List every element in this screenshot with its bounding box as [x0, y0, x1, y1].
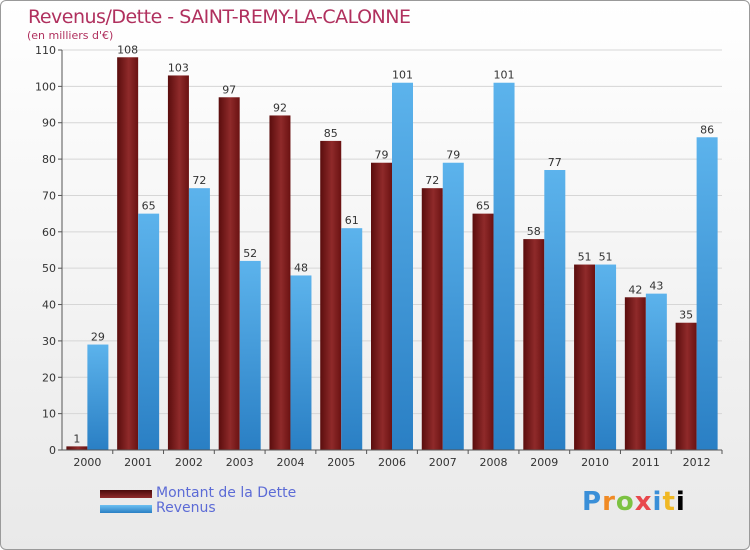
- bar-debt-2010: [574, 264, 596, 450]
- legend-label-revenus: Revenus: [156, 500, 216, 516]
- bar-debt-2001: [117, 57, 139, 450]
- data-label-revenus-2001: 65: [142, 200, 156, 213]
- x-tick-label-2007: 2007: [429, 456, 457, 469]
- y-tick-label-20: 20: [42, 371, 56, 384]
- bar-debt-2011: [624, 297, 646, 450]
- chart-subtitle: (en milliers d'€): [27, 29, 114, 42]
- data-label-debt-2002: 103: [168, 61, 189, 74]
- y-tick-label-110: 110: [35, 44, 56, 57]
- x-tick-label-2000: 2000: [73, 456, 101, 469]
- data-label-debt-2011: 42: [628, 283, 642, 296]
- data-label-debt-2006: 79: [375, 149, 389, 162]
- data-label-revenus-2010: 51: [599, 251, 613, 264]
- bar-revenus-2012: [696, 137, 718, 451]
- y-tick-label-60: 60: [42, 226, 56, 239]
- bar-revenus-2009: [544, 170, 566, 450]
- proxiti-logo: Proxiti: [582, 487, 686, 517]
- data-label-debt-2009: 58: [527, 225, 541, 238]
- data-label-debt-2001: 108: [117, 43, 138, 56]
- bar-revenus-2006: [392, 82, 413, 451]
- legend-item-debt: Montant de la Dette: [100, 486, 296, 501]
- bar-revenus-2004: [290, 275, 312, 450]
- y-tick-label-40: 40: [42, 299, 56, 312]
- data-label-revenus-2008: 101: [494, 69, 515, 82]
- bar-debt-2005: [320, 140, 342, 450]
- data-label-revenus-2012: 86: [700, 123, 714, 136]
- x-tick-label-2003: 2003: [226, 456, 254, 469]
- x-tick-label-2010: 2010: [581, 456, 609, 469]
- x-tick-label-2009: 2009: [530, 456, 558, 469]
- legend-swatch-revenus: [100, 504, 152, 513]
- bar-revenus-2010: [595, 264, 617, 450]
- x-tick-label-2012: 2012: [683, 456, 711, 469]
- data-label-revenus-2009: 77: [548, 156, 562, 169]
- bar-revenus-2001: [138, 213, 160, 450]
- x-tick-label-2004: 2004: [276, 456, 304, 469]
- y-tick-label-0: 0: [49, 444, 56, 457]
- x-tick-label-2001: 2001: [124, 456, 152, 469]
- data-label-revenus-2006: 101: [392, 69, 413, 82]
- data-label-debt-2005: 85: [324, 127, 338, 140]
- y-tick-label-100: 100: [35, 80, 56, 93]
- y-tick-label-80: 80: [42, 153, 56, 166]
- y-tick-label-50: 50: [42, 262, 56, 275]
- data-label-revenus-2002: 72: [192, 174, 206, 187]
- data-label-debt-2004: 92: [273, 101, 287, 114]
- bar-debt-2004: [269, 115, 291, 451]
- legend-swatch-debt: [100, 489, 152, 498]
- x-tick-label-2002: 2002: [175, 456, 203, 469]
- bar-revenus-2000: [87, 344, 109, 450]
- chart-title: Revenus/Dette - SAINT-REMY-LA-CALONNE: [28, 6, 411, 28]
- bar-debt-2009: [523, 239, 545, 450]
- data-label-revenus-2007: 79: [446, 149, 460, 162]
- data-label-revenus-2003: 52: [243, 247, 257, 260]
- data-label-debt-2007: 72: [425, 174, 439, 187]
- bar-debt-2012: [675, 322, 697, 450]
- data-label-debt-2000: 1: [73, 432, 80, 445]
- y-tick-label-30: 30: [42, 335, 56, 348]
- data-label-debt-2003: 97: [222, 83, 236, 96]
- bar-revenus-2002: [188, 188, 210, 450]
- x-tick-label-2008: 2008: [480, 456, 508, 469]
- y-tick-label-10: 10: [42, 408, 56, 421]
- y-tick-label-70: 70: [42, 189, 56, 202]
- bar-revenus-2003: [239, 260, 261, 450]
- bar-revenus-2011: [645, 293, 667, 450]
- x-tick-label-2005: 2005: [327, 456, 355, 469]
- bar-revenus-2005: [341, 228, 363, 450]
- bar-debt-2008: [472, 213, 494, 450]
- bar-debt-2006: [371, 162, 392, 450]
- x-tick-label-2006: 2006: [378, 456, 406, 469]
- bar-debt-2007: [421, 188, 443, 450]
- data-label-revenus-2005: 61: [345, 214, 359, 227]
- data-label-revenus-2011: 43: [649, 280, 663, 293]
- legend-label-debt: Montant de la Dette: [156, 485, 297, 501]
- data-label-debt-2010: 51: [578, 251, 592, 264]
- data-label-debt-2012: 35: [679, 309, 693, 322]
- legend-item-revenus: Revenus: [100, 501, 296, 516]
- chart-legend: Montant de la Dette Revenus: [100, 486, 296, 516]
- bar-revenus-2008: [493, 82, 515, 451]
- bar-debt-2000: [66, 446, 88, 450]
- y-tick-label-90: 90: [42, 117, 56, 130]
- data-label-revenus-2000: 29: [91, 331, 105, 344]
- data-label-revenus-2004: 48: [294, 261, 308, 274]
- bar-revenus-2007: [442, 162, 464, 450]
- bar-debt-2003: [218, 97, 240, 450]
- bar-debt-2002: [167, 75, 189, 451]
- x-tick-label-2011: 2011: [632, 456, 660, 469]
- data-label-debt-2008: 65: [476, 200, 490, 213]
